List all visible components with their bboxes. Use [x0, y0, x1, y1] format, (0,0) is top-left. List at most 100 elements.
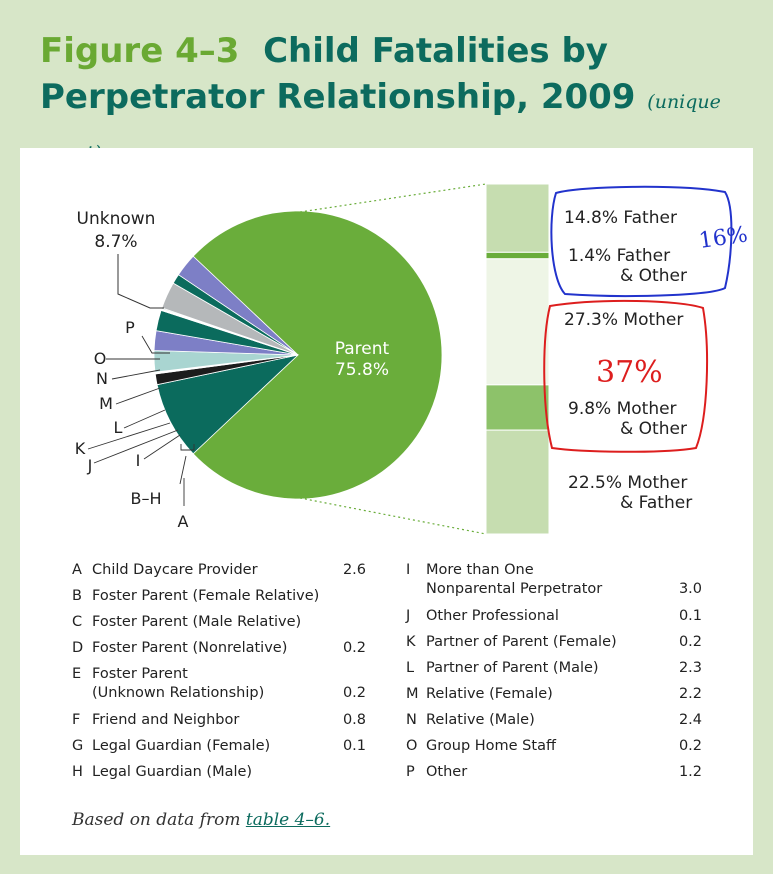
legend-value: 0.1: [678, 608, 702, 624]
pie-value-unknown: 8.7%: [94, 232, 137, 252]
title-line-1: Child Fatalities by: [263, 31, 608, 71]
legend-right: I More than One Nonparental Perpetrator 3.0…: [406, 562, 702, 792]
annotation-mother-total: 37%: [596, 355, 663, 390]
legend-letter: P: [406, 764, 415, 780]
legend-value: 2.6: [342, 562, 366, 578]
legend-value: 2.4: [678, 712, 702, 728]
pie-label-n: N: [96, 369, 108, 388]
figure-number: Figure 4–3: [40, 31, 240, 71]
leader-unknown: [117, 254, 164, 309]
chart-panel: Parent 75.8% Unknown 8.7% P O N M L K J I B–H A 14.8% …: [20, 148, 753, 855]
bar-label-mother-father-line2: & Father: [620, 493, 692, 513]
leader-b-h: [179, 455, 187, 485]
legend-label: Partner of Parent (Male): [426, 660, 599, 676]
legend-label: Foster Parent (Female Relative): [92, 588, 320, 604]
legend-label: Other Professional: [426, 608, 559, 624]
leader-m: [115, 387, 161, 405]
pie-label-unknown: Unknown: [77, 209, 156, 229]
legend-letter: E: [72, 666, 82, 682]
annotation-mother-circle: [543, 299, 708, 453]
legend-label: Group Home Staff: [426, 738, 556, 754]
legend-letter: I: [406, 562, 411, 578]
pie-label-m: M: [99, 394, 113, 413]
leader-i: [143, 434, 181, 460]
pie-label-p: P: [125, 318, 135, 337]
legend-letter: G: [72, 738, 84, 754]
legend-value: 0.2: [342, 685, 366, 701]
legend-letter: L: [406, 660, 415, 676]
legend-label: Child Daycare Provider: [92, 562, 258, 578]
bracket-b-h: [180, 444, 195, 451]
bar-segment-mother-other: [485, 384, 550, 431]
pie-value-parent: 75.8%: [335, 360, 389, 380]
legend-label: Nonparental Perpetrator: [426, 581, 603, 597]
annotation-father-total: 16%: [697, 222, 749, 254]
legend-value: 0.2: [678, 634, 702, 650]
legend-label: (Unknown Relationship): [92, 685, 265, 701]
legend-label: Foster Parent (Male Relative): [92, 614, 302, 630]
pie-label-l: L: [114, 418, 123, 437]
legend-letter: J: [406, 608, 411, 624]
legend-value: 2.2: [678, 686, 702, 702]
legend-letter: A: [72, 562, 82, 578]
legend-letter: K: [406, 634, 416, 650]
legend-letter: N: [406, 712, 417, 728]
legend-label: Relative (Female): [426, 686, 553, 702]
bar-label-father: 14.8% Father: [564, 208, 677, 228]
legend-label: Foster Parent: [92, 666, 188, 682]
legend-letter: F: [72, 712, 81, 728]
pie-label-k: K: [75, 439, 86, 458]
legend-value: 0.1: [342, 738, 366, 754]
bar-label-mother: 27.3% Mother: [564, 310, 683, 330]
pie-label-i: I: [136, 451, 141, 470]
leader-n: [111, 369, 161, 380]
connector-bottom: [299, 497, 487, 535]
title-line-2: Perpetrator Relationship, 2009: [40, 77, 636, 117]
legend-value: 1.2: [678, 764, 702, 780]
legend-left: A Child Daycare Provider 2.6 B Foster Parent…: [72, 562, 372, 792]
legend-value: 0.2: [678, 738, 702, 754]
pie-label-parent: Parent: [335, 339, 390, 359]
bar-label-mother-father: 22.5% Mother: [568, 473, 687, 493]
legend-label: Foster Parent (Nonrelative): [92, 640, 288, 656]
pie-label-o: O: [94, 349, 107, 368]
footnote: Based on data from table 4–6.: [72, 810, 330, 830]
legend-label: Partner of Parent (Female): [426, 634, 617, 650]
legend-value: 0.8: [342, 712, 366, 728]
legend-letter: C: [72, 614, 83, 630]
bar-segment-mother-father: [485, 429, 550, 535]
annotation-father-circle: [550, 185, 733, 297]
leader-l: [123, 409, 166, 429]
bar-label-mother-other-line2: & Other: [620, 419, 687, 439]
legend-letter: M: [406, 686, 419, 702]
bar-segment-father-other: [485, 251, 550, 260]
bar-segment-mother: [485, 258, 550, 386]
leader-p: [141, 335, 170, 354]
table-link[interactable]: table 4–6.: [245, 810, 331, 830]
leader-k: [87, 422, 171, 450]
legend-letter: O: [406, 738, 418, 754]
connector-top: [299, 183, 487, 213]
legend-letter: B: [72, 588, 82, 604]
legend-label: Other: [426, 764, 468, 780]
bar-label-father-other: 1.4% Father: [568, 246, 670, 266]
legend-label: More than One: [426, 562, 534, 578]
footnote-text: Based on data from: [72, 810, 246, 830]
figure-title: Figure 4–3 Child Fatalities by Perpetrat…: [40, 28, 773, 176]
legend-label: Relative (Male): [426, 712, 535, 728]
bar-label-father-other-line2: & Other: [620, 266, 687, 286]
pie-slice-a: [177, 255, 299, 356]
legend-value: 3.0: [678, 581, 702, 597]
legend-label: Legal Guardian (Male): [92, 764, 253, 780]
pie-label-a: A: [178, 512, 189, 531]
legend-label: Legal Guardian (Female): [92, 738, 271, 754]
legend-value: 2.3: [678, 660, 702, 676]
legend-value: 0.2: [342, 640, 366, 656]
legend-letter: D: [72, 640, 84, 656]
legend-letter: H: [72, 764, 83, 780]
bar-label-mother-other: 9.8% Mother: [568, 399, 677, 419]
pie-slice-parent: [192, 210, 443, 500]
legend-label: Friend and Neighbor: [92, 712, 240, 728]
pie-label-j: J: [87, 456, 93, 475]
